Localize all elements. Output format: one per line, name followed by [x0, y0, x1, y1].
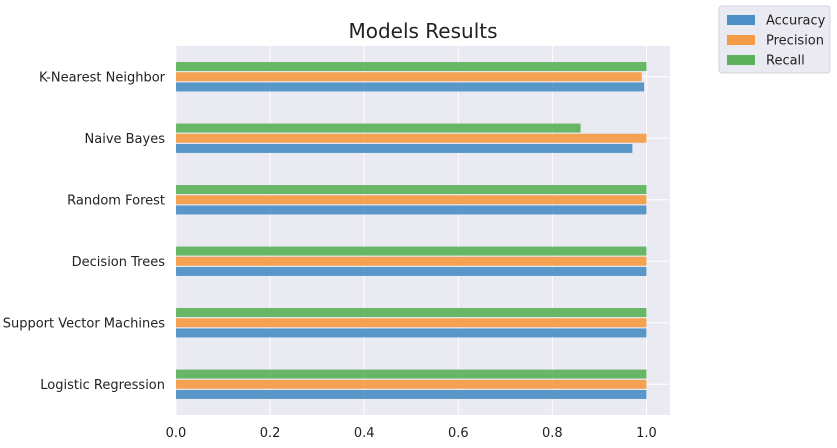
bar-recall-decision-trees	[176, 246, 647, 256]
x-tick-label: 1.0	[636, 426, 657, 441]
bar-precision-random-forest	[176, 195, 647, 205]
bar-accuracy-random-forest	[176, 205, 647, 215]
bar-precision-decision-trees	[176, 256, 647, 266]
x-tick-label: 0.4	[354, 426, 375, 441]
bar-precision-support-vector-machines	[176, 318, 647, 328]
plot-background	[176, 46, 670, 415]
legend: Accuracy Precision Recall	[718, 5, 831, 74]
legend-label-precision: Precision	[766, 34, 824, 49]
bar-precision-k-nearest-neighbor	[176, 72, 642, 82]
bar-recall-k-nearest-neighbor	[176, 62, 647, 72]
legend-label-recall: Recall	[766, 54, 805, 69]
bar-accuracy-support-vector-machines	[176, 328, 647, 338]
bar-accuracy-logistic-regression	[176, 389, 647, 399]
legend-swatch-accuracy	[727, 15, 755, 25]
y-tick-label: Logistic Regression	[40, 378, 165, 393]
bar-accuracy-naive-bayes	[176, 143, 633, 153]
legend-swatch-recall	[727, 55, 755, 65]
y-tick-label: Naive Bayes	[85, 132, 166, 147]
y-tick-label: K-Nearest Neighbor	[39, 70, 166, 85]
x-tick-labels: 0.0 0.2 0.4 0.6 0.8 1.0	[166, 426, 657, 441]
bar-precision-naive-bayes	[176, 133, 647, 143]
bar-accuracy-k-nearest-neighbor	[176, 82, 645, 92]
bar-recall-support-vector-machines	[176, 308, 647, 318]
y-tick-label: Random Forest	[67, 193, 165, 208]
bar-accuracy-decision-trees	[176, 266, 647, 276]
bar-recall-naive-bayes	[176, 123, 581, 133]
bar-recall-logistic-regression	[176, 369, 647, 379]
x-tick-label: 0.2	[260, 426, 281, 441]
legend-label-accuracy: Accuracy	[766, 14, 826, 29]
y-tick-label: Support Vector Machines	[3, 316, 165, 331]
chart-title: Models Results	[348, 19, 497, 43]
x-tick-label: 0.0	[166, 426, 187, 441]
legend-swatch-precision	[727, 35, 755, 45]
bars	[176, 62, 647, 399]
y-tick-labels: Logistic Regression Support Vector Machin…	[3, 70, 166, 393]
x-tick-label: 0.6	[448, 426, 469, 441]
bar-recall-random-forest	[176, 185, 647, 195]
x-tick-label: 0.8	[542, 426, 563, 441]
y-tick-label: Decision Trees	[72, 255, 166, 270]
bar-precision-logistic-regression	[176, 379, 647, 389]
